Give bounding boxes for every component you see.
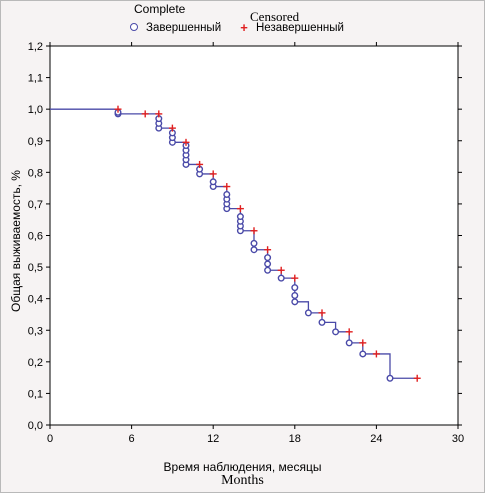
legend-item-complete: Завершенный [128,22,221,34]
censored-plus-marker [413,374,421,382]
event-circle-marker [291,292,299,300]
event-circle-marker [264,266,272,274]
legend-item-censored: + Незавершенный [238,20,344,35]
censored-plus-marker [236,205,244,213]
y-tick-label: 0,0 [28,420,43,432]
event-circle-marker [264,260,272,268]
event-circle-marker [332,328,340,336]
y-tick-label: 0,9 [28,136,43,148]
plus-marker-icon: + [240,20,248,35]
x-tick-label: 18 [289,433,301,445]
x-tick-label: 12 [207,433,219,445]
legend-title-complete: Complete [134,2,186,16]
censored-plus-marker [372,350,380,358]
x-axis-label: Время наблюдения, месяцы [163,460,322,474]
censored-plus-marker [209,170,217,178]
censored-plus-marker [155,110,163,118]
event-circle-marker [223,190,231,198]
censored-plus-marker [359,339,367,347]
event-circle-marker [209,178,217,186]
y-tick-label: 0,1 [28,388,43,400]
y-tick-label: 0,3 [28,325,43,337]
censored-plus-marker [291,274,299,282]
y-tick-label: 1,0 [28,104,43,116]
censored-plus-marker [318,309,326,317]
legend-label-censored: Незавершенный [256,22,344,34]
censored-plus-marker [168,124,176,132]
event-circle-marker [291,298,299,306]
circle-marker-icon [128,22,140,34]
legend-title-censored: Censored [250,9,300,24]
censored-plus-marker [141,110,149,118]
y-tick-label: 0,7 [28,199,43,211]
y-tick-label: 0,4 [28,294,43,306]
censored-plus-marker [196,160,204,168]
event-circle-marker [359,350,367,358]
y-tick-label: 0,6 [28,231,43,243]
event-circle-marker [304,309,312,317]
y-tick-label: 1,2 [28,41,43,53]
event-circle-marker [386,374,394,382]
event-circle-marker [250,246,258,254]
censored-plus-marker [264,246,272,254]
event-circle-marker [264,254,272,262]
censored-plus-marker [277,266,285,274]
event-circle-marker [277,274,285,282]
y-tick-label: 0,5 [28,262,43,274]
x-tick-label: 24 [370,433,382,445]
censored-plus-marker [223,183,231,191]
y-axis-label: Общая выживаемость, % [9,170,23,312]
legend-label-complete: Завершенный [146,22,222,34]
event-circle-marker [318,318,326,326]
censored-plus-marker [250,227,258,235]
y-tick-label: 0,2 [28,357,43,369]
x-tick-label: 30 [452,433,464,445]
censored-plus-marker [345,328,353,336]
x-tick-label: 0 [47,433,53,445]
event-circle-marker [236,213,244,221]
x-tick-label: 6 [129,433,135,445]
censored-plus-marker [182,138,190,146]
y-tick-label: 1,1 [28,73,43,85]
event-circle-marker [250,239,258,247]
event-circle-marker [345,339,353,347]
censored-plus-marker [114,105,122,113]
event-circle-marker [291,284,299,292]
y-tick-label: 0,8 [28,167,43,179]
x-axis-label-translation: Months [221,473,264,488]
